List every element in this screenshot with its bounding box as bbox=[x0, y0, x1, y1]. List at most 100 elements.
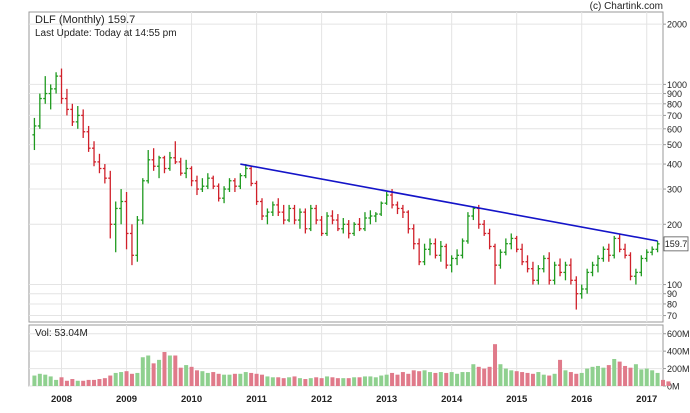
ohlc-bar bbox=[151, 148, 156, 171]
ohlc-bar bbox=[530, 261, 535, 285]
ohlc-bar bbox=[37, 93, 42, 129]
ohlc-bar bbox=[509, 233, 514, 250]
volume-bar bbox=[547, 375, 552, 386]
volume-bar bbox=[406, 373, 411, 386]
volume-bar bbox=[108, 375, 113, 386]
x-tick-label: 2010 bbox=[181, 394, 202, 405]
ohlc-bar bbox=[595, 255, 600, 273]
ohlc-bar bbox=[157, 155, 162, 179]
ohlc-bar bbox=[455, 249, 460, 266]
ohlc-bar bbox=[70, 103, 75, 126]
ohlc-bar bbox=[205, 173, 210, 190]
volume-bar bbox=[493, 344, 498, 386]
volume-bar bbox=[37, 373, 42, 386]
volume-bar bbox=[43, 374, 48, 386]
volume-bar bbox=[574, 373, 579, 386]
volume-bar-series bbox=[32, 344, 671, 386]
volume-y-tick-label: 600M bbox=[667, 329, 690, 339]
volume-bar bbox=[595, 365, 600, 386]
volume-bar bbox=[194, 370, 199, 386]
price-y-tick-label: 70 bbox=[667, 311, 677, 321]
volume-bar bbox=[530, 373, 535, 386]
ohlc-bar bbox=[503, 238, 508, 256]
x-tick-label: 2008 bbox=[51, 394, 72, 405]
volume-bar bbox=[357, 377, 362, 386]
ohlc-bar bbox=[558, 258, 563, 277]
volume-bar bbox=[173, 355, 178, 386]
volume-bar bbox=[238, 373, 243, 386]
ohlc-bar bbox=[173, 141, 178, 165]
ohlc-bar bbox=[465, 212, 470, 244]
ohlc-bar bbox=[520, 243, 525, 266]
volume-bar bbox=[482, 368, 487, 386]
volume-bar bbox=[81, 380, 86, 386]
volume-bar bbox=[216, 373, 221, 386]
ohlc-bar bbox=[563, 261, 568, 281]
volume-bar bbox=[346, 378, 351, 386]
ohlc-bar bbox=[357, 218, 362, 232]
volume-bar bbox=[568, 372, 573, 386]
ohlc-bar bbox=[200, 178, 205, 193]
ohlc-bar bbox=[32, 117, 37, 151]
volume-bar bbox=[314, 377, 319, 386]
x-tick-label: 2011 bbox=[246, 394, 267, 405]
x-tick-label: 2017 bbox=[636, 394, 657, 405]
ohlc-bar bbox=[341, 218, 346, 234]
ohlc-bar bbox=[222, 186, 227, 204]
ohlc-bar bbox=[140, 178, 145, 225]
volume-bar bbox=[384, 374, 389, 386]
volume-bar bbox=[200, 371, 205, 386]
volume-bar bbox=[86, 379, 91, 386]
ohlc-bar bbox=[270, 201, 275, 217]
volume-bar bbox=[606, 365, 611, 386]
volume-bar bbox=[265, 376, 270, 386]
ohlc-bar bbox=[422, 243, 427, 266]
ohlc-bar bbox=[308, 204, 313, 232]
price-y-tick-label: 100 bbox=[667, 280, 682, 290]
ohlc-bar bbox=[438, 241, 443, 262]
ohlc-bar bbox=[211, 175, 216, 190]
volume-bar bbox=[92, 379, 97, 386]
volume-bar bbox=[75, 380, 80, 386]
volume-bar bbox=[113, 372, 118, 386]
volume-bar bbox=[628, 367, 633, 386]
ohlc-bar bbox=[655, 241, 660, 253]
volume-bar bbox=[536, 372, 541, 386]
ohlc-bar bbox=[449, 255, 454, 273]
volume-bar bbox=[146, 355, 151, 386]
ohlc-bar bbox=[129, 224, 134, 266]
volume-bar bbox=[135, 372, 140, 386]
volume-bar bbox=[59, 377, 64, 386]
volume-bar bbox=[520, 372, 525, 386]
ohlc-bar bbox=[319, 216, 324, 236]
x-tick-label: 2012 bbox=[311, 394, 332, 405]
ohlc-bar bbox=[119, 189, 124, 225]
volume-bar bbox=[411, 370, 416, 386]
x-tick-label: 2009 bbox=[116, 394, 137, 405]
volume-bar bbox=[655, 372, 660, 386]
price-y-tick-label: 900 bbox=[667, 89, 682, 99]
volume-bar bbox=[335, 378, 340, 386]
ohlc-bar bbox=[48, 84, 53, 110]
price-y-tick-label: 80 bbox=[667, 299, 677, 309]
volume-bar bbox=[227, 374, 232, 386]
ohlc-bar bbox=[102, 164, 107, 184]
volume-bar bbox=[444, 372, 449, 386]
price-y-tick-label: 90 bbox=[667, 289, 677, 299]
ohlc-bar bbox=[97, 153, 102, 174]
volume-bar bbox=[64, 380, 69, 386]
ohlc-bar bbox=[498, 249, 503, 269]
volume-bar bbox=[471, 364, 476, 386]
price-y-tick-label: 1000 bbox=[667, 80, 687, 90]
price-y-tick-label: 200 bbox=[667, 220, 682, 230]
volume-bar bbox=[32, 375, 37, 386]
volume-bar bbox=[585, 368, 590, 386]
ohlc-bar bbox=[330, 210, 335, 225]
ohlc-bar bbox=[86, 125, 91, 152]
ohlc-bar bbox=[585, 268, 590, 294]
ohlc-bar bbox=[417, 238, 422, 266]
volume-bar bbox=[661, 379, 665, 386]
